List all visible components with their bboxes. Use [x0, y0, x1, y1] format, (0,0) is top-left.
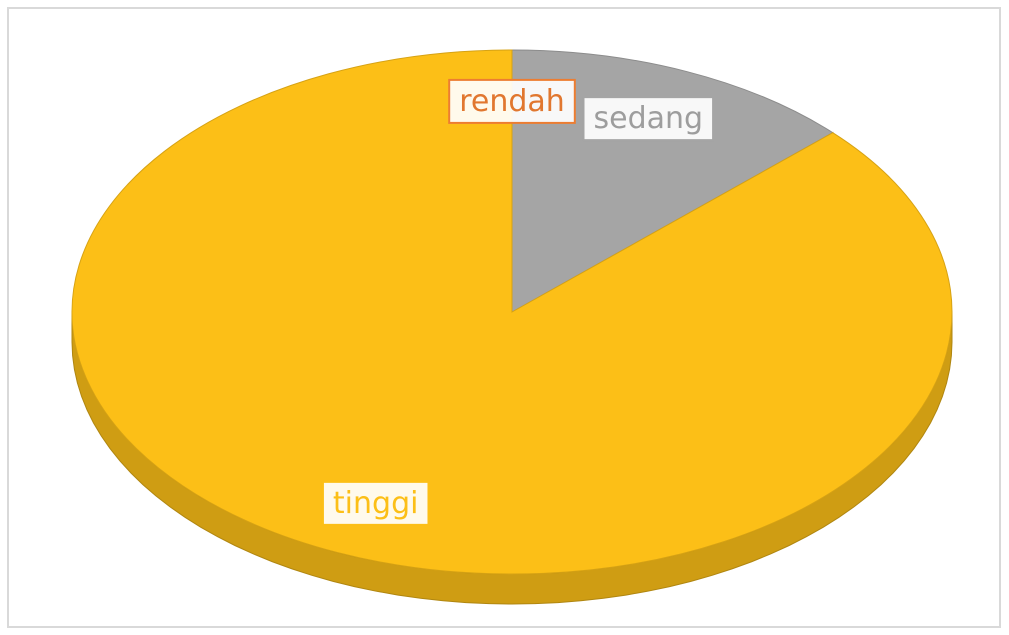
data-label: rendah	[459, 84, 565, 119]
data-label: tinggi	[333, 486, 419, 521]
data-label: sedang	[594, 101, 704, 136]
data-label-box	[448, 78, 576, 124]
data-label-box	[321, 480, 430, 526]
data-label-box	[582, 96, 715, 142]
slice	[71, 49, 953, 575]
